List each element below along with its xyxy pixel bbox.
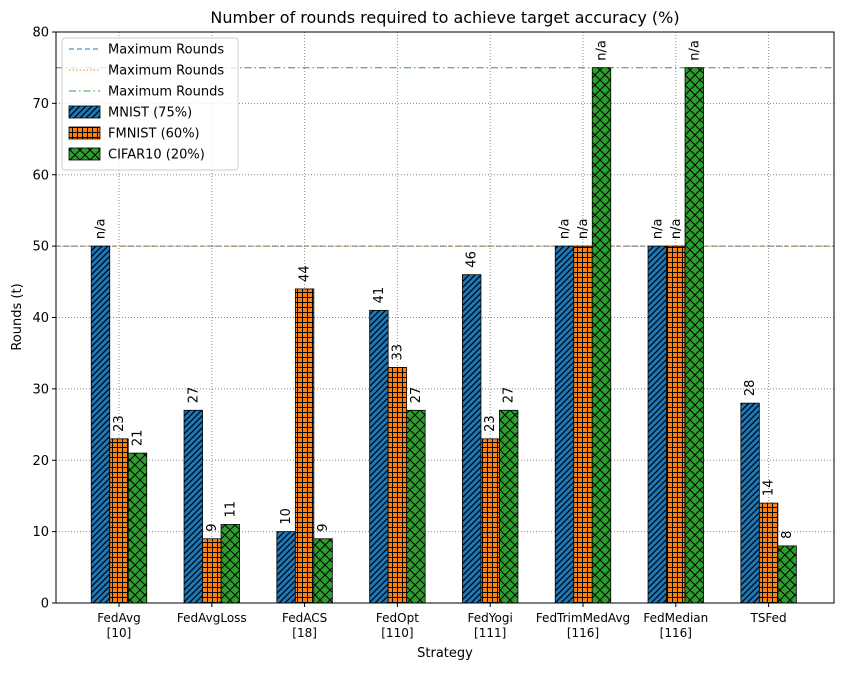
bar-value-label: n/a: [558, 219, 573, 240]
bar-value-label: 8: [780, 531, 795, 539]
legend-patch-swatch: [68, 147, 101, 161]
bar: [406, 409, 426, 604]
y-tick-label: 30: [32, 382, 49, 397]
bar: [499, 409, 519, 604]
x-tick-label: FedAvg: [97, 611, 140, 625]
legend-label: Maximum Rounds: [108, 85, 224, 100]
bar: [220, 524, 240, 604]
x-tick-label: [110]: [381, 626, 413, 640]
bar: [90, 245, 111, 604]
bar-value-label: 11: [223, 501, 238, 518]
bar: [313, 538, 333, 604]
bar-value-label: n/a: [650, 219, 665, 240]
bar: [109, 438, 129, 604]
bar-value-label: 46: [465, 251, 480, 268]
bar: [369, 309, 389, 604]
bar-value-label: 44: [298, 265, 313, 282]
bar: [183, 409, 203, 604]
bar: [127, 452, 148, 604]
y-tick-label: 60: [32, 168, 49, 183]
bar: [294, 288, 315, 604]
bar-value-label: 28: [743, 380, 758, 397]
bar-value-label: 33: [390, 344, 405, 361]
bar-value-label: n/a: [576, 219, 591, 240]
bar: [591, 67, 612, 604]
legend-patch-swatch: [68, 126, 101, 140]
bar: [202, 538, 222, 604]
chart-title: Number of rounds required to achieve tar…: [210, 8, 679, 27]
bar: [758, 502, 779, 604]
bar: [554, 245, 575, 604]
bar-value-label: 9: [316, 523, 331, 531]
y-tick-label: 70: [32, 97, 49, 112]
bar-value-label: n/a: [669, 219, 684, 240]
legend: Maximum Rounds Maximum Rounds Maximum Roun…: [61, 37, 239, 171]
legend-box: [61, 37, 239, 171]
reference-lines: [56, 67, 834, 247]
x-axis-ticks: FedAvg[10] FedAvgLoss FedACS[18] FedOpt[110…: [97, 603, 787, 640]
legend-label: FMNIST (60%): [108, 127, 200, 142]
bar-value-label: 27: [409, 387, 424, 404]
bar: [684, 67, 704, 604]
bar-value-label: 23: [483, 415, 498, 432]
bar-value-label: 27: [186, 387, 201, 404]
x-tick-label: FedOpt: [376, 611, 419, 625]
bar: [740, 402, 760, 604]
bar-value-label: 10: [279, 508, 294, 525]
bar-value-label: n/a: [687, 40, 702, 61]
legend-label: Maximum Rounds: [108, 43, 224, 58]
bar: [462, 274, 482, 604]
bar: [573, 245, 593, 604]
legend-label: CIFAR10 (20%): [108, 148, 205, 163]
y-tick-label: 20: [32, 454, 49, 469]
bar-value-label: 23: [112, 415, 127, 432]
bar-value-label: n/a: [94, 219, 109, 240]
bar: [480, 438, 500, 604]
bar-value-label: 21: [131, 430, 146, 447]
bar: [666, 245, 686, 604]
x-tick-label: FedYogi: [468, 611, 513, 625]
x-tick-label: [116]: [660, 626, 692, 640]
legend-label: MNIST (75%): [108, 106, 192, 121]
x-tick-label: [111]: [474, 626, 506, 640]
x-tick-label: FedTrimMedAvg: [536, 611, 630, 625]
x-axis-label: Strategy: [417, 646, 473, 661]
bar-value-label: 9: [205, 523, 220, 531]
x-tick-label: [18]: [292, 626, 317, 640]
bar-value-label: 27: [502, 387, 517, 404]
bar-value-label: 41: [372, 287, 387, 304]
x-tick-label: FedACS: [282, 611, 327, 625]
bar: [647, 245, 667, 604]
x-tick-label: [10]: [107, 626, 132, 640]
x-tick-label: FedAvgLoss: [177, 611, 247, 625]
y-tick-label: 10: [32, 525, 49, 540]
y-tick-label: 0: [41, 597, 49, 612]
legend-label: Maximum Rounds: [108, 64, 224, 79]
bar: [777, 545, 797, 604]
bar: [276, 531, 296, 604]
y-tick-label: 50: [32, 240, 49, 255]
y-axis-label: Rounds (t): [10, 283, 25, 350]
legend-patch-swatch: [68, 105, 101, 119]
bar: [387, 367, 408, 604]
y-tick-label: 80: [32, 26, 49, 41]
x-tick-label: TSFed: [749, 611, 786, 625]
y-axis-ticks: 0 10 20 30 40 50 60 70 80: [32, 26, 56, 612]
bar-value-label: 14: [762, 480, 777, 497]
bar-value-label: n/a: [595, 40, 610, 61]
x-tick-label: [116]: [567, 626, 599, 640]
y-tick-label: 40: [32, 311, 49, 326]
x-tick-label: FedMedian: [643, 611, 708, 625]
